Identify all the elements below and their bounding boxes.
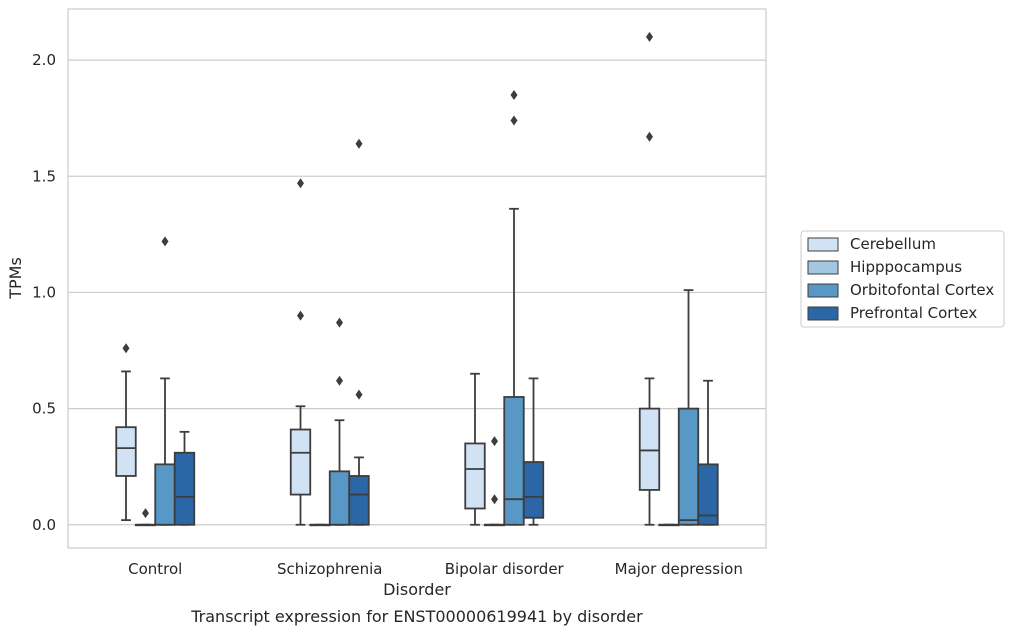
box-body: [173, 451, 196, 526]
box-3-1: [658, 523, 680, 527]
outlier-point: [297, 310, 304, 321]
outlier-point: [142, 508, 149, 519]
outlier-point: [510, 89, 518, 100]
box-body: [348, 475, 370, 526]
plot-area: [67, 8, 767, 549]
box-2-0: [464, 372, 486, 526]
outlier-point: [355, 138, 363, 149]
legend-swatch: [807, 260, 839, 275]
box-body: [115, 426, 137, 477]
outlier-point: [510, 115, 518, 126]
outlier-point: [161, 236, 169, 247]
box-0-2: [154, 236, 176, 526]
legend-frame: [800, 230, 1005, 328]
outlier-point: [336, 375, 343, 386]
x-tick-label: Bipolar disorder: [445, 560, 565, 578]
outlier-point: [336, 317, 343, 328]
box-body: [677, 407, 700, 526]
chart-title: Transcript expression for ENST0000061994…: [190, 607, 643, 626]
box-0-3: [173, 430, 196, 526]
legend-swatch: [807, 283, 839, 298]
legend-label: Prefrontal Cortex: [850, 304, 977, 322]
y-axis-ticks: 0.0 0.5 1.0 1.5 2.0: [32, 51, 56, 534]
legend-label: Cerebellum: [850, 235, 936, 253]
outlier-point: [646, 131, 653, 142]
outlier-point: [122, 343, 130, 354]
legend: Cerebellum Hipppocampus Orbitofontal Corte…: [800, 230, 1005, 328]
box-1-0: [289, 178, 312, 526]
box-body: [289, 428, 312, 496]
legend-swatch: [807, 306, 839, 321]
outlier-point: [355, 389, 363, 400]
box-body: [154, 463, 176, 526]
box-2-2: [503, 89, 525, 526]
box-2-1: [483, 436, 506, 527]
box-body: [503, 396, 525, 526]
y-tick-label: 0.5: [32, 400, 56, 418]
legend-label: Hipppocampus: [850, 258, 962, 276]
legend-label: Orbitofontal Cortex: [850, 281, 994, 299]
grid-lines: [68, 59, 766, 526]
x-axis-ticks: Control Schizophrenia Bipolar disorder Majo…: [128, 560, 743, 578]
y-tick-label: 2.0: [32, 51, 56, 69]
box-3-3: [697, 379, 719, 526]
box-1-2: [328, 317, 351, 526]
outlier-point: [491, 436, 498, 447]
box-3-2: [677, 289, 700, 526]
y-tick-label: 1.0: [32, 283, 56, 301]
box-body: [464, 442, 486, 510]
x-tick-label: Control: [128, 560, 182, 578]
box-body: [697, 463, 719, 526]
box-0-1: [134, 508, 157, 527]
outlier-point: [646, 31, 653, 42]
outlier-point: [297, 178, 304, 189]
y-tick-label: 1.5: [32, 167, 56, 185]
x-tick-label: Major depression: [615, 560, 743, 578]
box-0-0: [115, 343, 137, 522]
y-tick-label: 0.0: [32, 516, 56, 534]
outlier-point: [491, 494, 498, 505]
legend-swatch: [807, 237, 839, 252]
x-tick-label: Schizophrenia: [277, 560, 382, 578]
box-1-1: [309, 523, 331, 527]
x-axis-title: Disorder: [383, 580, 451, 599]
y-axis-title: TPMs: [6, 257, 25, 300]
boxes: [115, 31, 719, 527]
box-body: [522, 461, 545, 519]
box-2-3: [522, 377, 545, 526]
box-3-0: [638, 31, 661, 526]
box-body: [638, 407, 661, 491]
box-1-3: [348, 138, 370, 526]
box-body: [328, 470, 351, 526]
